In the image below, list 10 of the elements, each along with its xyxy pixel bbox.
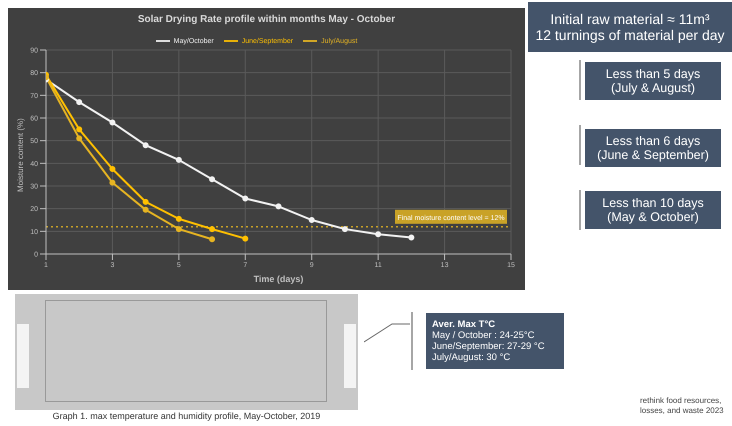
text: Less than 6 days (June & September): [596, 134, 710, 162]
x-axis-title: Time (days): [254, 274, 304, 284]
caption: Graph 1. max temperature and humidity profile, May-October, 2019: [52, 411, 322, 421]
text: Aver. Max T°C May / October : 24-25°C June/September: 27-29 °C July/August: 30 °C: [432, 319, 546, 363]
text: Initial raw material ≈ 11m³ 12 turnings of material per day: [534, 11, 726, 43]
text: rethink food resources, losses, and waste 2023: [640, 396, 725, 416]
text: Less than 5 days (July & August): [604, 67, 702, 95]
y-axis-title: Moisture content (%): [16, 118, 25, 192]
text: Less than 10 days (May & October): [601, 196, 705, 224]
chart-title: Solar Drying Rate profile within months May - October: [136, 13, 396, 27]
